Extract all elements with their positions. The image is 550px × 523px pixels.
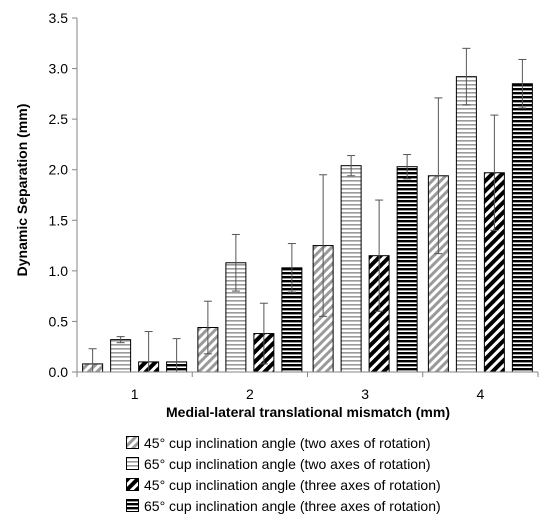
y-tick-label: 0.0: [49, 364, 69, 380]
legend-label: 45° cup inclination angle (three axes of…: [144, 476, 441, 493]
legend-label: 65° cup inclination angle (three axes of…: [144, 497, 441, 514]
error-bars-layer: [88, 47, 527, 372]
bar: [396, 166, 418, 373]
legend-item: 45° cup inclination angle (two axes of r…: [126, 432, 441, 453]
legend-item: 65° cup inclination angle (three axes of…: [126, 495, 441, 516]
bar: [511, 83, 533, 373]
legend-item: 45° cup inclination angle (three axes of…: [126, 474, 441, 495]
legend-item: 65° cup inclination angle (two axes of r…: [126, 453, 441, 474]
legend-swatch: [126, 436, 139, 449]
y-axis-ticks: 0.0 0.5 1.0 1.5 2.0 2.5 3.0 3.5: [49, 10, 77, 380]
legend-label: 65° cup inclination angle (two axes of r…: [144, 455, 431, 472]
legend-swatch: [126, 478, 139, 491]
x-axis-title: Medial-lateral translational mismatch (m…: [166, 404, 450, 420]
bar: [340, 165, 362, 373]
y-tick-label: 3.5: [49, 10, 69, 26]
y-tick-label: 2.5: [49, 111, 69, 127]
legend-swatch: [126, 499, 139, 512]
bars-layer: [82, 76, 533, 373]
y-axis-title: Dynamic Separation (mm): [14, 104, 30, 277]
x-tick-label: 4: [476, 386, 484, 402]
y-tick-label: 0.5: [49, 313, 69, 329]
x-tick-label: 3: [361, 386, 369, 402]
legend-swatch: [126, 457, 139, 470]
legend-label: 45° cup inclination angle (two axes of r…: [144, 434, 431, 451]
y-tick-label: 1.5: [49, 212, 69, 228]
x-tick-label: 2: [246, 386, 254, 402]
x-axis-ticks: 1 2 3 4: [76, 372, 539, 402]
x-tick-label: 1: [131, 386, 139, 402]
legend: 45° cup inclination angle (two axes of r…: [126, 432, 441, 516]
bar: [110, 339, 132, 373]
y-tick-label: 2.0: [49, 162, 69, 178]
y-tick-label: 3.0: [49, 61, 69, 77]
y-tick-label: 1.0: [49, 263, 69, 279]
bar: [455, 76, 477, 373]
